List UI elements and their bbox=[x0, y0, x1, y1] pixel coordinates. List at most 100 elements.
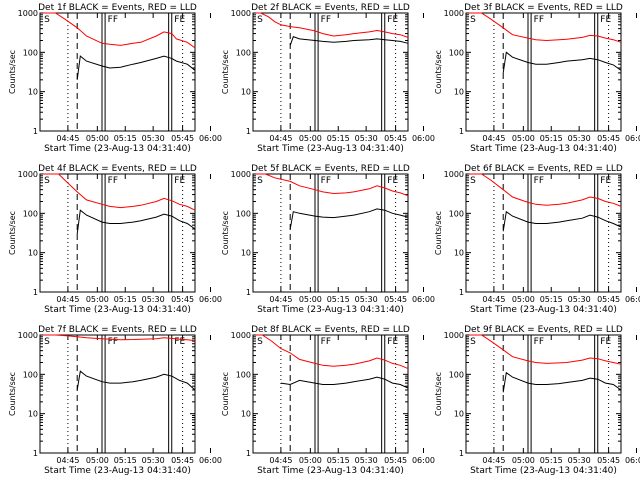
flag-label: FF bbox=[534, 337, 544, 347]
y-axis-label: Counts/sec bbox=[434, 211, 443, 255]
y-tick-label: 10 bbox=[454, 249, 464, 258]
x-axis-label: Start Time (23-Aug-13 04:31:40) bbox=[470, 305, 617, 315]
flag-label: S bbox=[44, 15, 50, 25]
y-tick-label: 10 bbox=[28, 88, 38, 97]
x-tick-label: 05:30 bbox=[355, 295, 378, 304]
plot-title: Det 2f BLACK = Events, RED = LLD bbox=[251, 3, 410, 13]
x-tick-label: 05:00 bbox=[512, 295, 535, 304]
y-tick-label: 1000 bbox=[18, 331, 38, 340]
detector-plot-1: Det 1f BLACK = Events, RED = LLD S FF FE 1 10… bbox=[8, 3, 222, 154]
y-tick-label: 1 bbox=[246, 449, 251, 458]
y-axis-label: Counts/sec bbox=[434, 50, 443, 94]
plot-frame bbox=[252, 12, 409, 132]
events-series-line bbox=[289, 208, 409, 230]
detector-plot-5: Det 5f BLACK = Events, RED = LLD S FF FE 1 10… bbox=[221, 164, 435, 315]
y-tick-label: 100 bbox=[23, 48, 38, 57]
flag-label: FF bbox=[321, 15, 331, 25]
x-tick-label: 05:45 bbox=[597, 456, 620, 465]
x-axis-label: Start Time (23-Aug-13 04:31:40) bbox=[470, 144, 617, 154]
x-axis-label: Start Time (23-Aug-13 04:31:40) bbox=[470, 466, 617, 476]
flag-label: FE bbox=[174, 176, 185, 186]
plot-title: Det 7f BLACK = Events, RED = LLD bbox=[38, 325, 197, 335]
x-tick-label: 06:00 bbox=[412, 134, 435, 143]
x-tick-label: 05:00 bbox=[512, 456, 535, 465]
y-tick-label: 1 bbox=[459, 127, 464, 136]
x-tick-label: 05:15 bbox=[540, 456, 563, 465]
y-tick-label: 1000 bbox=[18, 170, 38, 179]
flag-label: FF bbox=[321, 337, 331, 347]
y-tick-label: 1 bbox=[459, 449, 464, 458]
x-tick-label: 05:15 bbox=[540, 295, 563, 304]
y-tick-label: 10 bbox=[454, 410, 464, 419]
y-tick-label: 1000 bbox=[444, 170, 464, 179]
plot-title: Det 3f BLACK = Events, RED = LLD bbox=[464, 3, 623, 13]
plot-frame bbox=[39, 334, 196, 454]
flag-label: FF bbox=[534, 15, 544, 25]
flag-label: FE bbox=[600, 15, 611, 25]
detector-plot-8: Det 8f BLACK = Events, RED = LLD S FF FE 1 10… bbox=[221, 325, 435, 476]
x-tick-label: 05:30 bbox=[355, 134, 378, 143]
y-tick-label: 1000 bbox=[231, 331, 251, 340]
x-tick-label: 05:00 bbox=[86, 456, 109, 465]
y-tick-label: 1 bbox=[33, 127, 38, 136]
y-tick-label: 100 bbox=[449, 209, 464, 218]
y-tick-label: 1000 bbox=[231, 170, 251, 179]
events-series-line bbox=[502, 51, 622, 73]
flag-label: FE bbox=[600, 176, 611, 186]
y-tick-label: 100 bbox=[23, 370, 38, 379]
plot-frame bbox=[39, 173, 196, 293]
detector-plot-9: Det 9f BLACK = Events, RED = LLD S FF FE 1 10… bbox=[434, 325, 640, 476]
x-tick-label: 04:45 bbox=[269, 134, 292, 143]
plot-title: Det 8f BLACK = Events, RED = LLD bbox=[251, 325, 410, 335]
y-tick-label: 1000 bbox=[231, 9, 251, 18]
x-tick-label: 05:15 bbox=[114, 295, 137, 304]
x-tick-label: 05:15 bbox=[540, 134, 563, 143]
plot-title: Det 6f BLACK = Events, RED = LLD bbox=[464, 164, 623, 174]
x-tick-label: 05:00 bbox=[512, 134, 535, 143]
flag-label: S bbox=[470, 337, 476, 347]
y-tick-label: 1 bbox=[33, 449, 38, 458]
x-tick-label: 05:15 bbox=[327, 456, 350, 465]
flag-label: FE bbox=[387, 15, 398, 25]
flag-label: FE bbox=[600, 337, 611, 347]
y-axis-label: Counts/sec bbox=[8, 211, 17, 255]
lld-series-line bbox=[43, 334, 196, 342]
x-tick-label: 04:45 bbox=[482, 295, 505, 304]
x-tick-label: 04:45 bbox=[56, 295, 79, 304]
x-tick-label: 06:00 bbox=[625, 456, 640, 465]
x-tick-label: 04:45 bbox=[56, 134, 79, 143]
detector-plot-3: Det 3f BLACK = Events, RED = LLD S FF FE 1 10… bbox=[434, 3, 640, 154]
plot-frame bbox=[465, 12, 622, 132]
flag-label: FE bbox=[387, 337, 398, 347]
x-tick-label: 06:00 bbox=[199, 456, 222, 465]
x-axis-label: Start Time (23-Aug-13 04:31:40) bbox=[257, 305, 404, 315]
x-tick-label: 05:30 bbox=[142, 295, 165, 304]
detector-plot-2: Det 2f BLACK = Events, RED = LLD S FF FE 1 10… bbox=[221, 3, 435, 154]
events-series-line bbox=[502, 210, 622, 232]
plot-frame bbox=[39, 12, 196, 132]
flag-label: FE bbox=[174, 15, 185, 25]
x-tick-label: 06:00 bbox=[625, 295, 640, 304]
y-tick-label: 100 bbox=[449, 48, 464, 57]
plot-title: Det 9f BLACK = Events, RED = LLD bbox=[464, 325, 623, 335]
flag-label: S bbox=[257, 337, 263, 347]
flag-label: FE bbox=[387, 176, 398, 186]
y-tick-label: 1 bbox=[246, 127, 251, 136]
detector-plot-6: Det 6f BLACK = Events, RED = LLD S FF FE 1 10… bbox=[434, 164, 640, 315]
y-tick-label: 1 bbox=[33, 288, 38, 297]
x-tick-label: 05:15 bbox=[327, 134, 350, 143]
y-tick-label: 10 bbox=[241, 249, 251, 258]
x-tick-label: 04:45 bbox=[56, 456, 79, 465]
lld-series-line bbox=[256, 334, 409, 370]
flag-label: S bbox=[257, 15, 263, 25]
plot-title: Det 1f BLACK = Events, RED = LLD bbox=[38, 3, 197, 13]
lld-series-line bbox=[43, 173, 196, 211]
lld-series-line bbox=[43, 12, 196, 49]
flag-label: FF bbox=[108, 15, 118, 25]
x-tick-label: 05:00 bbox=[299, 295, 322, 304]
flag-label: S bbox=[470, 15, 476, 25]
x-tick-label: 06:00 bbox=[625, 134, 640, 143]
y-tick-label: 1000 bbox=[18, 9, 38, 18]
x-tick-label: 05:45 bbox=[384, 456, 407, 465]
lld-series-line bbox=[469, 173, 622, 207]
